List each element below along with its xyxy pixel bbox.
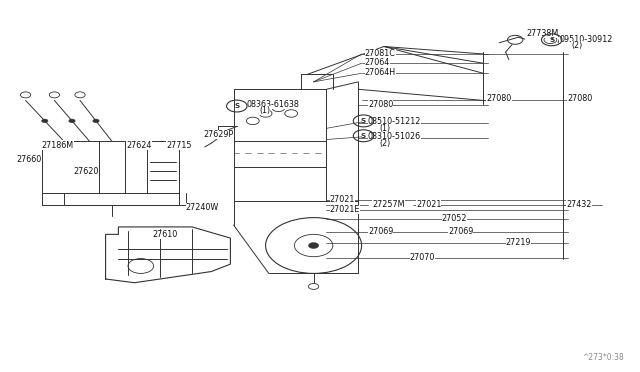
Text: 27069: 27069	[368, 227, 394, 236]
Circle shape	[93, 119, 99, 123]
Text: 27738M: 27738M	[526, 29, 558, 38]
Text: 27080: 27080	[486, 94, 511, 103]
Text: 27660: 27660	[16, 155, 41, 164]
Text: 27219: 27219	[506, 238, 531, 247]
Circle shape	[308, 243, 319, 248]
Text: 08310-51026: 08310-51026	[368, 132, 421, 141]
Circle shape	[42, 119, 48, 123]
Text: 27064H: 27064H	[365, 68, 396, 77]
Text: 27257M: 27257M	[372, 200, 405, 209]
Text: 27021: 27021	[330, 195, 355, 203]
Text: 27624: 27624	[126, 141, 152, 150]
Text: 27186M: 27186M	[42, 141, 74, 150]
Text: 27629P: 27629P	[204, 130, 234, 139]
Text: 27610: 27610	[152, 230, 177, 239]
Text: (1): (1)	[380, 124, 390, 133]
Text: 08363-61638: 08363-61638	[246, 100, 300, 109]
Text: 27021E: 27021E	[330, 205, 360, 214]
Text: S: S	[361, 118, 366, 124]
Text: 27081C: 27081C	[365, 49, 396, 58]
Text: S: S	[361, 133, 366, 139]
Text: 27432: 27432	[566, 200, 592, 209]
Circle shape	[69, 119, 76, 123]
Text: 27240W: 27240W	[186, 203, 219, 212]
Text: 27070: 27070	[410, 253, 435, 262]
Text: 27064: 27064	[365, 58, 390, 67]
Text: ^273*0:38: ^273*0:38	[582, 353, 624, 362]
Text: (2): (2)	[380, 139, 391, 148]
Text: 09510-30912: 09510-30912	[559, 35, 612, 44]
Text: S: S	[549, 37, 554, 43]
Text: S: S	[234, 103, 239, 109]
Text: 27021: 27021	[416, 200, 442, 209]
Text: (2): (2)	[572, 41, 583, 50]
Text: 08510-51212: 08510-51212	[368, 117, 421, 126]
Text: 27080: 27080	[567, 94, 592, 103]
Text: 27069: 27069	[448, 227, 474, 236]
Text: 27052: 27052	[442, 214, 467, 223]
Text: 27080: 27080	[368, 100, 393, 109]
Text: 27715: 27715	[166, 141, 192, 150]
Text: 27620: 27620	[74, 167, 99, 176]
Text: (1): (1)	[259, 106, 270, 115]
